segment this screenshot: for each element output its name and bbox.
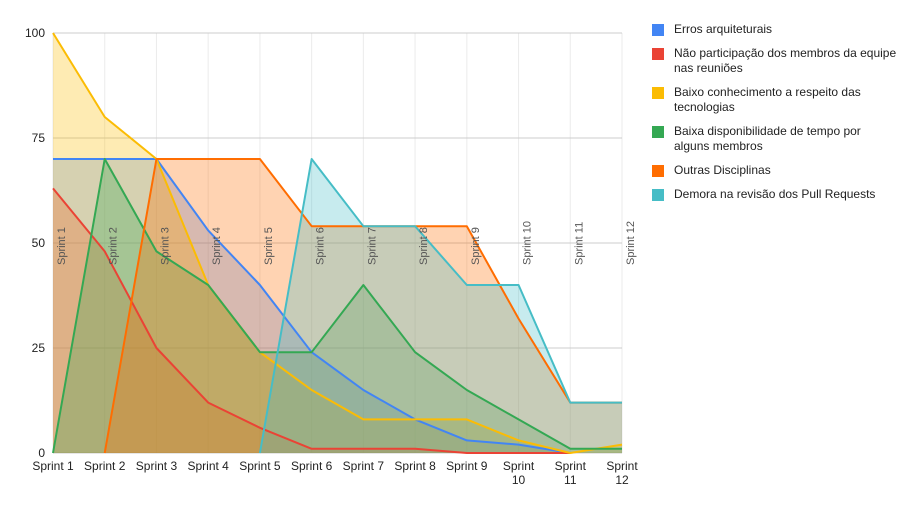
legend-swatch xyxy=(652,189,664,201)
series-line-3 xyxy=(52,32,623,454)
in-plot-category-label: Sprint 9 xyxy=(470,227,482,265)
x-tick-label: Sprint 8 xyxy=(394,459,436,473)
x-tick-label: Sprint 6 xyxy=(291,459,333,473)
legend-item: Baixo conhecimento a respeito das tecnol… xyxy=(652,85,897,115)
in-plot-category-label: Sprint 7 xyxy=(366,227,378,265)
x-tick-label: Sprint 11 xyxy=(555,459,587,487)
y-tick-label: 100 xyxy=(25,26,45,40)
in-plot-category-label: Sprint 5 xyxy=(263,227,275,265)
legend-label: Baixa disponibilidade de tempo por algun… xyxy=(674,124,861,153)
series-area-5 xyxy=(104,159,622,453)
in-plot-category-label: Sprint 12 xyxy=(625,221,637,265)
series-line-6 xyxy=(258,158,622,454)
x-tick-label: Sprint 9 xyxy=(446,459,488,473)
x-tick-label: Sprint 1 xyxy=(32,459,74,473)
legend-swatch xyxy=(652,24,664,36)
in-plot-category-label: Sprint 4 xyxy=(211,227,223,265)
series-line-2 xyxy=(52,187,571,454)
series-area-6 xyxy=(259,159,622,453)
legend-swatch xyxy=(652,48,664,60)
in-plot-category-label: Sprint 10 xyxy=(522,221,534,265)
x-axis-ticks: Sprint 1 Sprint 2 Sprint 3 Sprint 4 Sprint 5… xyxy=(32,459,638,487)
x-tick-label: Sprint 5 xyxy=(239,459,281,473)
legend-swatch xyxy=(652,87,664,99)
legend-label: Outras Disciplinas xyxy=(674,163,771,177)
legend-label: Não participação dos membros da equipe n… xyxy=(674,46,897,75)
series-area-4 xyxy=(53,159,622,453)
y-axis-ticks: 0 25 50 75 100 xyxy=(25,26,45,460)
x-tick-label: Sprint 4 xyxy=(188,459,230,473)
in-plot-labels: Sprint 1 Sprint 2 Sprint 3 Sprint 4 Sprint 5… xyxy=(56,221,637,265)
series-areas xyxy=(53,33,622,453)
x-tick-label: Sprint 10 xyxy=(503,459,535,487)
legend-item: Outras Disciplinas xyxy=(652,163,897,178)
series-area-1 xyxy=(53,159,571,453)
series-line-4 xyxy=(52,158,622,454)
x-tick-label: Sprint 3 xyxy=(136,459,178,473)
legend: Erros arquiteturais Não participação dos … xyxy=(652,22,897,211)
in-plot-category-label: Sprint 11 xyxy=(573,222,585,265)
series-area-2 xyxy=(53,188,571,453)
legend-item: Não participação dos membros da equipe n… xyxy=(652,46,897,76)
in-plot-category-label: Sprint 8 xyxy=(418,227,430,265)
legend-label: Baixo conhecimento a respeito das tecnol… xyxy=(674,85,861,114)
legend-swatch xyxy=(652,126,664,138)
legend-swatch xyxy=(652,165,664,177)
series-area-3 xyxy=(53,33,622,453)
x-tick-label: Sprint 2 xyxy=(84,459,126,473)
y-tick-label: 75 xyxy=(32,131,46,145)
in-plot-category-label: Sprint 3 xyxy=(159,227,171,265)
legend-label: Erros arquiteturais xyxy=(674,22,773,36)
in-plot-category-label: Sprint 2 xyxy=(108,227,120,265)
legend-item: Demora na revisão dos Pull Requests xyxy=(652,187,897,202)
series-lines xyxy=(52,32,623,454)
y-tick-label: 25 xyxy=(32,341,46,355)
in-plot-category-label: Sprint 1 xyxy=(56,227,68,265)
legend-item: Erros arquiteturais xyxy=(652,22,897,37)
legend-item: Baixa disponibilidade de tempo por algun… xyxy=(652,124,897,154)
y-tick-label: 0 xyxy=(38,446,45,460)
y-tick-label: 50 xyxy=(32,236,46,250)
in-plot-category-label: Sprint 6 xyxy=(315,227,327,265)
x-tick-label: Sprint 12 xyxy=(606,459,638,487)
x-tick-label: Sprint 7 xyxy=(343,459,385,473)
legend-label: Demora na revisão dos Pull Requests xyxy=(674,187,876,201)
